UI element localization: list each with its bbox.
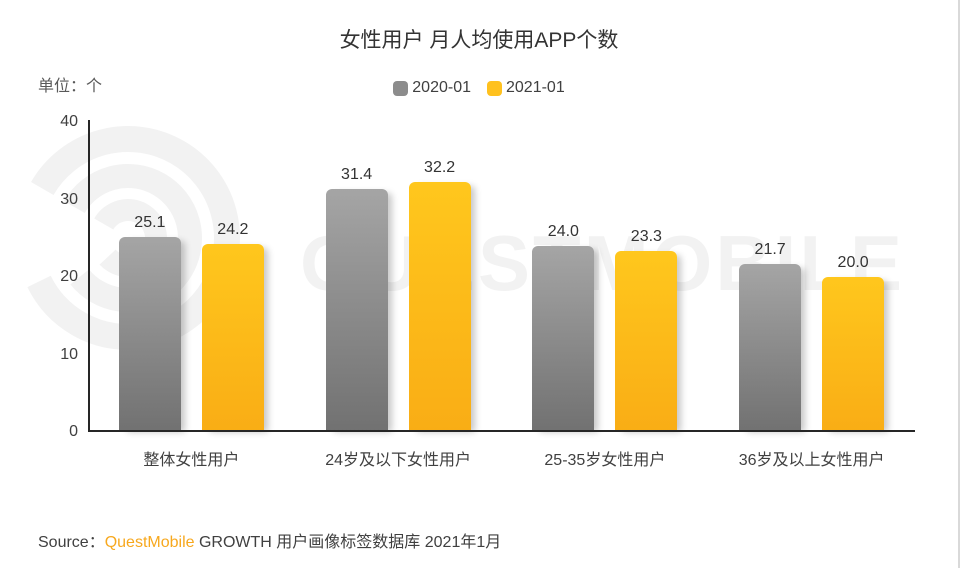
source-rest: GROWTH 用户画像标签数据库 2021年1月 [194,534,502,551]
bar-group-1: 25.1 24.2 [88,122,295,432]
bar-value-label: 24.0 [547,223,579,240]
legend-item-2020-01: 2020-01 [393,79,471,97]
y-axis-line [88,120,90,432]
x-axis-line [88,430,915,432]
bar-value-label: 20.0 [837,254,869,271]
bar-value-label: 23.3 [630,228,662,246]
legend-item-2021-01: 2021-01 [487,79,565,97]
bar-col-2021-01-3: 23.3 [615,228,678,432]
bar-group-2: 31.4 32.2 [295,122,502,432]
category-label-1: 整体女性用户 [143,452,240,469]
bar-col-2021-01-2: 32.2 [408,159,471,432]
bar-2021-01-3 [615,251,678,432]
bar-col-2021-01-4: 20.0 [822,254,885,432]
source-brand: QuestMobile [104,534,195,551]
bar-col-2020-01-3: 24.0 [532,223,595,432]
y-tick-20: 20 [60,268,78,285]
bar-2020-01-2 [325,188,388,432]
category-label-2: 24岁及以下女性用户 [325,452,472,469]
bar-2020-01-4 [739,263,802,432]
chart-title: 女性用户 月人均使用APP个数 [339,29,619,52]
legend-label-2020-01: 2020-01 [412,79,471,96]
legend-swatch-2021-01-icon [487,80,502,96]
bar-group-3: 24.0 23.3 [502,122,709,432]
y-tick-30: 30 [60,190,78,208]
source-prefix: Source： [38,534,105,551]
y-tick-10: 10 [60,345,78,363]
bar-groups: 25.1 24.2 31.4 32.2 24.0 23.3 21.7 20.0 [88,122,915,432]
bar-col-2021-01-1: 24.2 [201,221,264,432]
bar-2020-01-3 [532,246,595,432]
bar-col-2020-01-2: 31.4 [325,165,388,432]
legend: 2020-01 2021-01 [0,79,958,97]
bar-group-4: 21.7 20.0 [708,122,915,432]
bar-col-2020-01-1: 25.1 [118,214,181,432]
legend-swatch-2020-01-icon [393,80,409,96]
bar-col-2020-01-4: 21.7 [739,240,802,432]
bar-2021-01-1 [201,244,264,432]
bar-2021-01-2 [408,182,471,432]
legend-label-2021-01: 2021-01 [506,79,565,96]
category-label-3: 25-35岁女性用户 [544,452,666,469]
unit-label: 单位：个 [38,78,103,95]
bar-value-label: 32.2 [424,159,456,177]
bar-value-label: 25.1 [134,214,166,232]
source-line: Source：QuestMobile GROWTH 用户画像标签数据库 2021… [38,528,501,552]
bar-2021-01-4 [822,277,885,432]
bar-value-label: 21.7 [754,240,786,258]
questmobile-text-watermark: QUESTMOBILE [300,219,906,307]
plot-area: 25.1 24.2 31.4 32.2 24.0 23.3 21.7 20.0 [88,122,915,432]
bar-value-label: 31.4 [341,165,373,183]
category-label-4: 36岁及以上女性用户 [738,452,885,469]
bar-2020-01-1 [118,237,181,432]
y-tick-40: 40 [60,113,78,130]
bar-value-label: 24.2 [217,221,249,239]
y-tick-0: 0 [69,423,78,440]
category-labels: 整体女性用户 24岁及以下女性用户 25-35岁女性用户 36岁及以上女性用户 [88,446,915,470]
